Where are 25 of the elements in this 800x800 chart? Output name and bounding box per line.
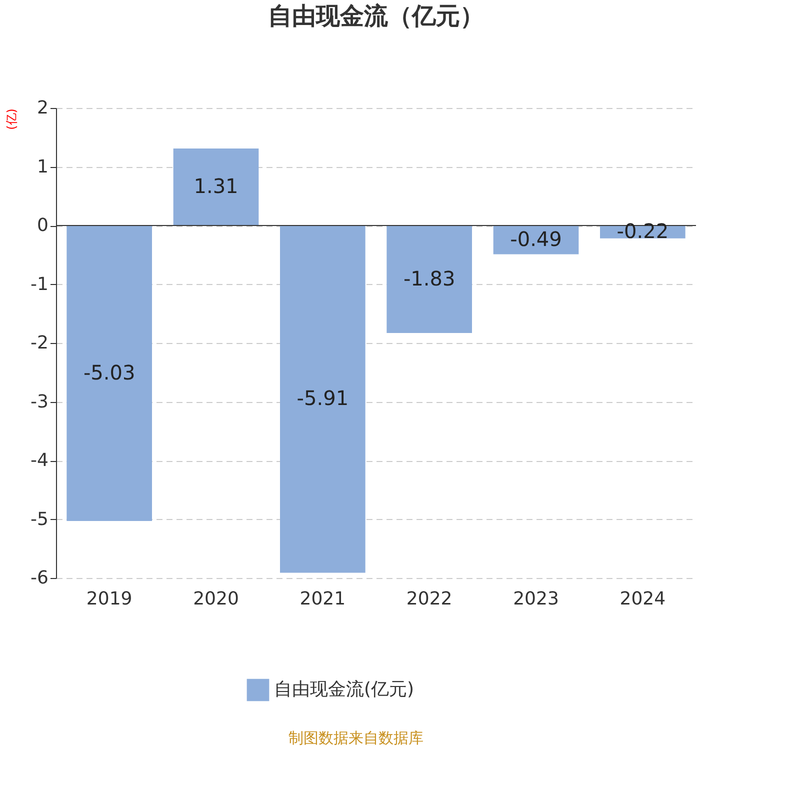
x-tick-label: 2022 [406,588,452,610]
y-tick-label: 0 [37,215,48,236]
data-label: -5.03 [83,360,136,384]
y-tick-label: -4 [30,450,48,471]
y-tick-label: -2 [30,332,48,354]
text: 制图数据来自数据库 [288,729,424,747]
chart-title: 自由现金流（亿元） [268,2,484,30]
x-tick-label: 2020 [193,588,239,610]
y-tick-label: 2 [37,98,48,118]
y-tick-label: 1 [37,156,48,178]
x-tick-label: 2024 [620,588,666,610]
x-tick-label: 2021 [300,588,346,610]
y-tick-label: -6 [30,568,48,588]
legend-label: 自由现金流(亿元) [274,679,414,700]
x-tick-label: 2023 [513,588,559,610]
data-label: -0.49 [510,226,562,251]
y-tick-label: -5 [30,508,48,530]
data-label: 1.31 [194,174,238,198]
data-label: -0.22 [616,218,669,243]
y-tick-label: -1 [30,274,48,295]
data-label: -1.83 [403,266,456,290]
y-axis-title: (亿) [4,108,19,130]
x-tick-label: 2019 [86,588,132,610]
data-label: -5.91 [296,386,349,410]
y-tick-label: -3 [30,391,48,412]
